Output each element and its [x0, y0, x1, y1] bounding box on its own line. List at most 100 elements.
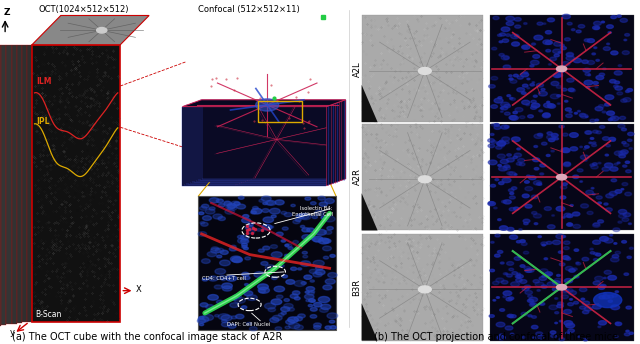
Circle shape	[494, 98, 503, 103]
Circle shape	[225, 209, 234, 214]
Circle shape	[502, 200, 506, 203]
Circle shape	[228, 324, 236, 328]
Circle shape	[218, 204, 225, 207]
Circle shape	[242, 246, 247, 248]
Circle shape	[489, 85, 495, 88]
Circle shape	[581, 298, 585, 300]
Circle shape	[598, 202, 602, 204]
Circle shape	[628, 223, 632, 225]
Circle shape	[585, 73, 590, 76]
Circle shape	[626, 306, 632, 309]
Circle shape	[600, 285, 604, 288]
Polygon shape	[362, 85, 378, 122]
Circle shape	[207, 251, 216, 257]
Bar	[194, 103, 338, 182]
Circle shape	[538, 133, 543, 136]
Circle shape	[513, 156, 518, 159]
Circle shape	[219, 276, 227, 279]
Circle shape	[563, 183, 567, 185]
Circle shape	[559, 320, 562, 322]
Circle shape	[547, 154, 550, 157]
Circle shape	[621, 189, 624, 190]
Circle shape	[265, 201, 274, 205]
Circle shape	[264, 303, 276, 309]
Circle shape	[627, 88, 632, 92]
Circle shape	[593, 82, 598, 84]
Circle shape	[547, 225, 555, 229]
Circle shape	[520, 240, 525, 242]
Bar	[362, 15, 483, 122]
Circle shape	[621, 240, 627, 243]
Circle shape	[580, 155, 589, 160]
Circle shape	[522, 287, 529, 291]
Circle shape	[586, 86, 590, 88]
Circle shape	[290, 294, 298, 298]
Circle shape	[525, 269, 532, 272]
Circle shape	[583, 338, 588, 341]
Circle shape	[626, 330, 629, 332]
Circle shape	[548, 64, 552, 65]
Circle shape	[505, 273, 508, 275]
Bar	[202, 100, 346, 179]
Circle shape	[281, 240, 285, 242]
Circle shape	[217, 255, 222, 258]
Circle shape	[509, 78, 513, 80]
Circle shape	[622, 51, 629, 55]
Circle shape	[510, 192, 514, 194]
Circle shape	[253, 206, 259, 209]
Circle shape	[555, 312, 559, 314]
Circle shape	[584, 148, 586, 150]
Circle shape	[516, 278, 522, 282]
Circle shape	[198, 316, 209, 322]
Circle shape	[211, 248, 220, 253]
Circle shape	[574, 112, 577, 114]
Circle shape	[573, 224, 580, 228]
Circle shape	[232, 298, 237, 300]
Circle shape	[544, 207, 552, 211]
Circle shape	[504, 112, 510, 115]
Circle shape	[584, 160, 587, 161]
Circle shape	[263, 246, 270, 250]
Circle shape	[488, 139, 495, 142]
Circle shape	[595, 27, 599, 29]
Circle shape	[513, 111, 517, 114]
Circle shape	[529, 297, 538, 302]
Circle shape	[593, 252, 598, 255]
Circle shape	[554, 54, 559, 57]
Circle shape	[557, 275, 560, 277]
Circle shape	[250, 327, 257, 331]
Circle shape	[628, 132, 634, 136]
Circle shape	[518, 256, 521, 258]
Circle shape	[281, 312, 286, 314]
Circle shape	[557, 69, 564, 73]
Circle shape	[525, 204, 532, 208]
Circle shape	[310, 280, 314, 282]
Circle shape	[527, 175, 530, 177]
Circle shape	[559, 125, 564, 128]
Circle shape	[504, 126, 509, 128]
Circle shape	[529, 176, 536, 180]
Circle shape	[600, 237, 609, 241]
Circle shape	[519, 229, 522, 230]
Circle shape	[600, 284, 606, 288]
Circle shape	[202, 314, 214, 321]
Circle shape	[531, 325, 538, 329]
Circle shape	[622, 183, 628, 186]
Circle shape	[509, 316, 513, 318]
Circle shape	[520, 265, 525, 267]
Circle shape	[529, 303, 537, 307]
Circle shape	[574, 275, 579, 278]
Circle shape	[608, 300, 612, 302]
Circle shape	[324, 230, 332, 234]
Circle shape	[599, 73, 605, 76]
Circle shape	[595, 107, 603, 111]
Circle shape	[536, 183, 541, 185]
Circle shape	[315, 210, 324, 215]
Circle shape	[500, 102, 509, 107]
Circle shape	[625, 161, 630, 163]
Circle shape	[231, 316, 237, 319]
Circle shape	[611, 257, 619, 262]
Circle shape	[300, 214, 311, 220]
Circle shape	[248, 223, 253, 226]
Circle shape	[615, 336, 618, 337]
